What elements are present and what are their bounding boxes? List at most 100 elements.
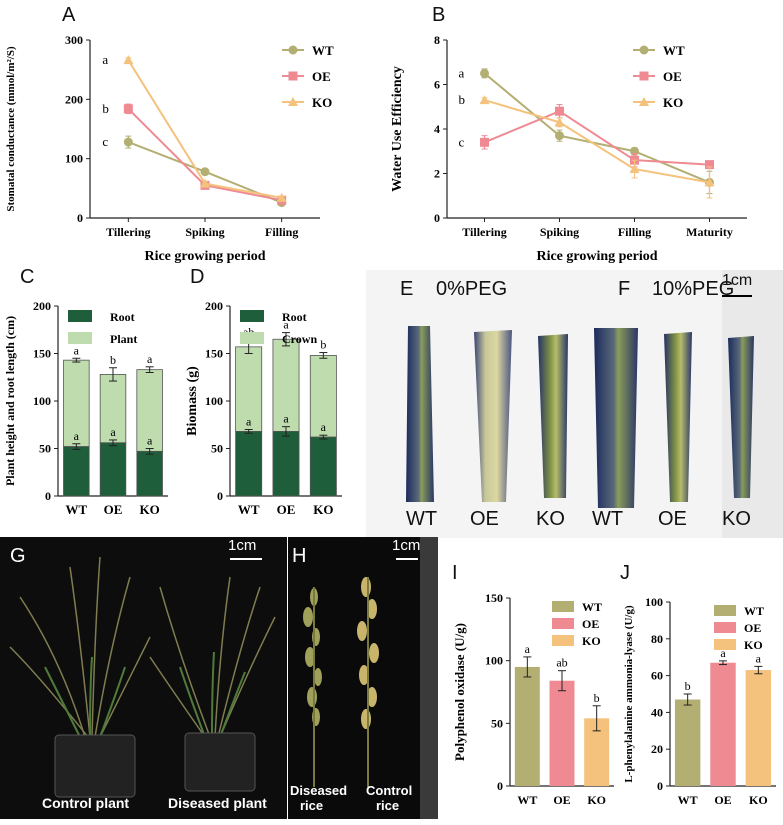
y-tick-label: 100 <box>33 394 51 408</box>
bar-root <box>99 442 127 497</box>
rice-illustration <box>303 537 438 819</box>
legend-label: WT <box>744 604 764 618</box>
panel-label-g: G <box>10 545 26 567</box>
y-tick-label: 200 <box>65 92 83 106</box>
legend-swatch <box>552 635 574 646</box>
x-tick-label: WT <box>517 793 537 807</box>
chart-c-plant-height: 0 50 100 150 200 Plant height and root length… <box>3 299 168 517</box>
peg-10-title: 10%PEG <box>652 278 735 300</box>
x-axis-label: Rice growing period <box>144 249 265 264</box>
x-tick-label: Filling <box>618 225 651 239</box>
x-axis-label: Rice growing period <box>536 249 657 264</box>
marker-wt <box>555 131 564 141</box>
significance-letter: a <box>525 642 531 656</box>
bar-crown <box>235 346 263 432</box>
panel-label-e: E <box>400 278 414 300</box>
significance-letter: c <box>102 134 108 149</box>
legend-swatch <box>552 601 574 612</box>
caption-diseased-plant: Diseased plant <box>168 795 267 811</box>
panel-label-h: H <box>292 545 307 567</box>
bar-wt <box>674 699 701 786</box>
y-tick-label: 200 <box>33 299 51 313</box>
y-tick-label: 80 <box>651 632 663 646</box>
legend-swatch <box>240 310 264 322</box>
bar-ko <box>745 670 772 786</box>
panel-label-b: B <box>432 4 446 26</box>
significance-letter: a <box>74 429 80 443</box>
bar-oe <box>549 680 575 786</box>
bar-oe <box>710 662 736 786</box>
x-tick-label: Spiking <box>185 225 224 239</box>
leaf-f-ko <box>728 336 754 498</box>
legend-label: WT <box>312 43 334 58</box>
legend-label: KO <box>312 95 332 110</box>
series-line-oe <box>484 110 710 166</box>
genotype-label: OE <box>470 508 499 530</box>
significance-letter: b <box>594 691 600 705</box>
panel-label-j: J <box>620 562 630 584</box>
chart-i-polyphenol-oxidase: 0 50 100 150 Polyphenol oxidase (U/g) a WT ab OE… <box>452 591 614 807</box>
significance-letter: a <box>459 65 465 80</box>
scale-label-h: 1cm <box>392 537 421 554</box>
x-tick-label: KO <box>749 793 768 807</box>
x-tick-label: OE <box>104 502 123 517</box>
marker-ko <box>629 164 640 174</box>
significance-letter: a <box>110 425 116 439</box>
y-tick-label: 0 <box>217 489 223 503</box>
y-tick-label: 6 <box>434 78 440 92</box>
panel-label-i: I <box>452 562 458 584</box>
legend-swatch <box>68 310 92 322</box>
marker-ko <box>200 178 210 188</box>
genotype-label: WT <box>592 508 624 530</box>
panel-label-d: D <box>190 266 205 288</box>
significance-letter: b <box>110 353 116 367</box>
marker-wt <box>480 68 489 78</box>
caption-line: Diseased <box>290 783 348 798</box>
marker-oe <box>705 160 714 170</box>
y-tick-label: 8 <box>434 33 440 47</box>
leaf-e-wt <box>406 326 434 502</box>
y-tick-label: 100 <box>485 654 503 668</box>
y-tick-label: 0 <box>77 211 83 225</box>
leaf-e-ko <box>538 334 568 498</box>
significance-letter: a <box>102 52 108 67</box>
marker-ko <box>554 117 565 127</box>
y-tick-label: 150 <box>205 347 223 361</box>
x-tick-label: OE <box>714 793 731 807</box>
x-tick-label: KO <box>313 502 333 517</box>
marker-ko <box>288 97 298 106</box>
marker-wt <box>288 45 298 55</box>
caption-line: rice <box>376 798 400 813</box>
marker-oe <box>123 104 133 114</box>
marker-ko <box>123 55 134 65</box>
x-tick-label: OE <box>277 502 296 517</box>
y-tick-label: 40 <box>651 705 663 719</box>
caption-control-plant: Control plant <box>42 795 130 811</box>
marker-wt <box>123 137 133 147</box>
legend-swatch <box>714 622 736 633</box>
significance-letter: a <box>720 646 726 660</box>
bar-root <box>63 446 90 497</box>
x-tick-label: Tillering <box>462 225 506 239</box>
marker-ko <box>704 177 715 187</box>
plant-illustration <box>9 556 276 798</box>
bar-root <box>136 450 163 497</box>
legend-swatch <box>68 332 92 344</box>
y-tick-label: 150 <box>485 591 503 605</box>
y-axis-label: Plant height and root length (cm) <box>3 316 17 486</box>
bar-plant <box>136 369 163 452</box>
marker-oe <box>639 71 649 81</box>
caption-control-rice: Control rice <box>366 783 412 813</box>
significance-letter: a <box>756 651 762 665</box>
y-axis-label: Polyphenol oxidase (U/g) <box>452 623 467 761</box>
significance-letter: ab <box>556 656 567 670</box>
genotype-label: KO <box>536 508 565 530</box>
y-tick-label: 0 <box>657 779 663 793</box>
marker-wt <box>639 45 649 55</box>
series-line-wt <box>483 72 710 184</box>
y-tick-label: 300 <box>65 33 83 47</box>
legend-swatch <box>714 605 736 616</box>
x-tick-label: Spiking <box>540 225 579 239</box>
y-tick-label: 150 <box>33 347 51 361</box>
legend-label: Root <box>282 310 307 324</box>
